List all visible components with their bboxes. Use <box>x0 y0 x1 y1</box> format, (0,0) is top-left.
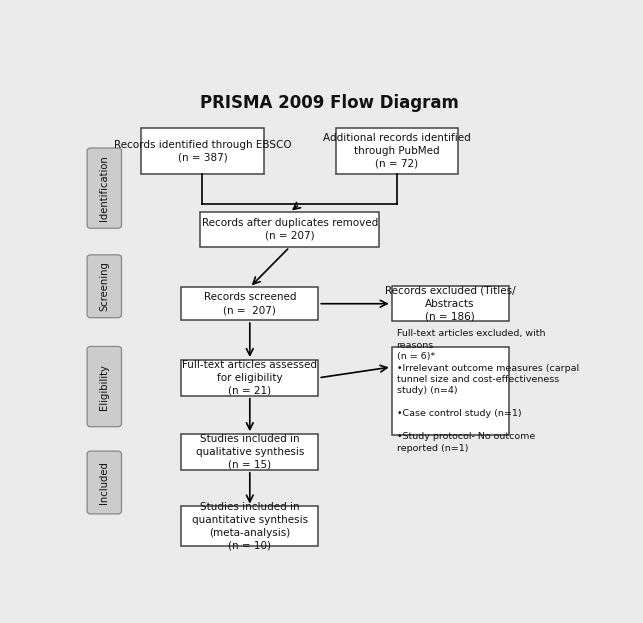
Text: PRISMA 2009 Flow Diagram: PRISMA 2009 Flow Diagram <box>200 94 459 112</box>
Text: Full-text articles assessed
for eligibility
(n = 21): Full-text articles assessed for eligibil… <box>183 360 317 396</box>
Text: Screening: Screening <box>99 261 109 312</box>
FancyBboxPatch shape <box>336 128 458 174</box>
Text: Full-text articles excluded, with
reasons
(n = 6)*
•Irrelevant outcome measures : Full-text articles excluded, with reason… <box>397 329 579 453</box>
Text: Additional records identified
through PubMed
(n = 72): Additional records identified through Pu… <box>323 133 471 169</box>
Text: Studies included in
qualitative synthesis
(n = 15): Studies included in qualitative synthesi… <box>195 434 304 470</box>
FancyBboxPatch shape <box>181 360 318 396</box>
Text: Studies included in
quantitative synthesis
(meta-analysis)
(n = 10): Studies included in quantitative synthes… <box>192 502 308 550</box>
FancyBboxPatch shape <box>392 287 509 321</box>
Text: Records screened
(n =  207): Records screened (n = 207) <box>204 292 296 315</box>
FancyBboxPatch shape <box>141 128 264 174</box>
Text: Records identified through EBSCO
(n = 387): Records identified through EBSCO (n = 38… <box>114 140 291 163</box>
Text: Records after duplicates removed
(n = 207): Records after duplicates removed (n = 20… <box>201 218 378 241</box>
Text: Included: Included <box>99 461 109 504</box>
FancyBboxPatch shape <box>200 212 379 247</box>
FancyBboxPatch shape <box>181 287 318 320</box>
Text: Identification: Identification <box>99 155 109 221</box>
FancyBboxPatch shape <box>87 346 122 427</box>
Text: Eligibility: Eligibility <box>99 364 109 409</box>
FancyBboxPatch shape <box>87 255 122 318</box>
FancyBboxPatch shape <box>181 506 318 546</box>
FancyBboxPatch shape <box>87 451 122 514</box>
FancyBboxPatch shape <box>181 434 318 470</box>
FancyBboxPatch shape <box>87 148 122 228</box>
FancyBboxPatch shape <box>392 348 509 435</box>
Text: Records excluded (Titles/
Abstracts
(n = 186): Records excluded (Titles/ Abstracts (n =… <box>385 286 516 321</box>
